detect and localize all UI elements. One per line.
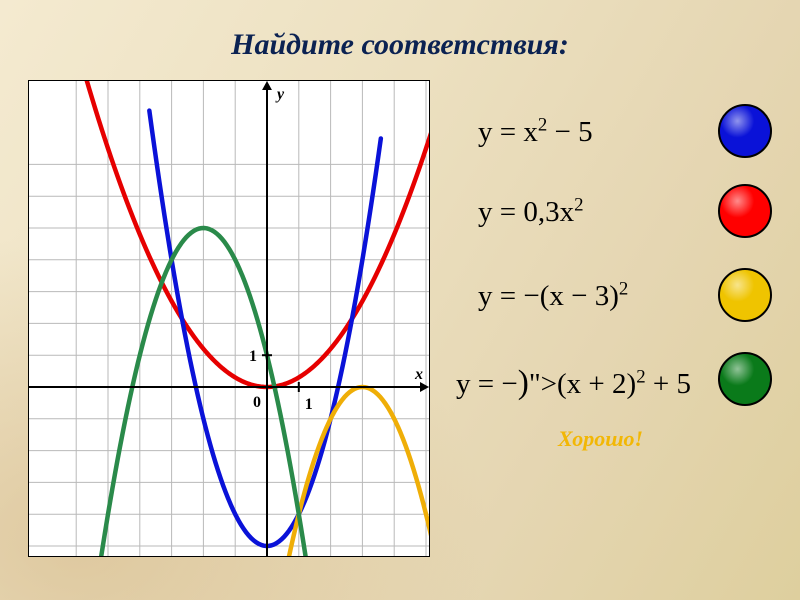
match-circle-yellow[interactable] [718, 268, 772, 322]
svg-text:1: 1 [305, 396, 313, 413]
match-circle-green[interactable] [718, 352, 772, 406]
match-circle-red[interactable] [718, 184, 772, 238]
match-circle-blue[interactable] [718, 104, 772, 158]
svg-text:x: x [414, 366, 423, 383]
feedback-text: Хорошо! [558, 426, 643, 452]
slide-content: Найдите соответствия: y x 0 1 1 y = x2 − 5 y… [0, 0, 800, 600]
formula-3: y = −(x − 3)2 [478, 280, 628, 313]
svg-text:y: y [275, 86, 285, 103]
formula-1: y = x2 − 5 [478, 116, 593, 149]
chart-container: y x 0 1 1 [28, 80, 430, 557]
formula-2: y = 0,3x2 [478, 196, 584, 229]
svg-text:1: 1 [249, 348, 257, 365]
formula-4: y = −)">(x + 2)2 + 5 [456, 364, 691, 402]
page-title: Найдите соответствия: [0, 28, 800, 62]
svg-text:0: 0 [253, 394, 261, 411]
chart-svg: y x 0 1 1 [29, 81, 429, 556]
